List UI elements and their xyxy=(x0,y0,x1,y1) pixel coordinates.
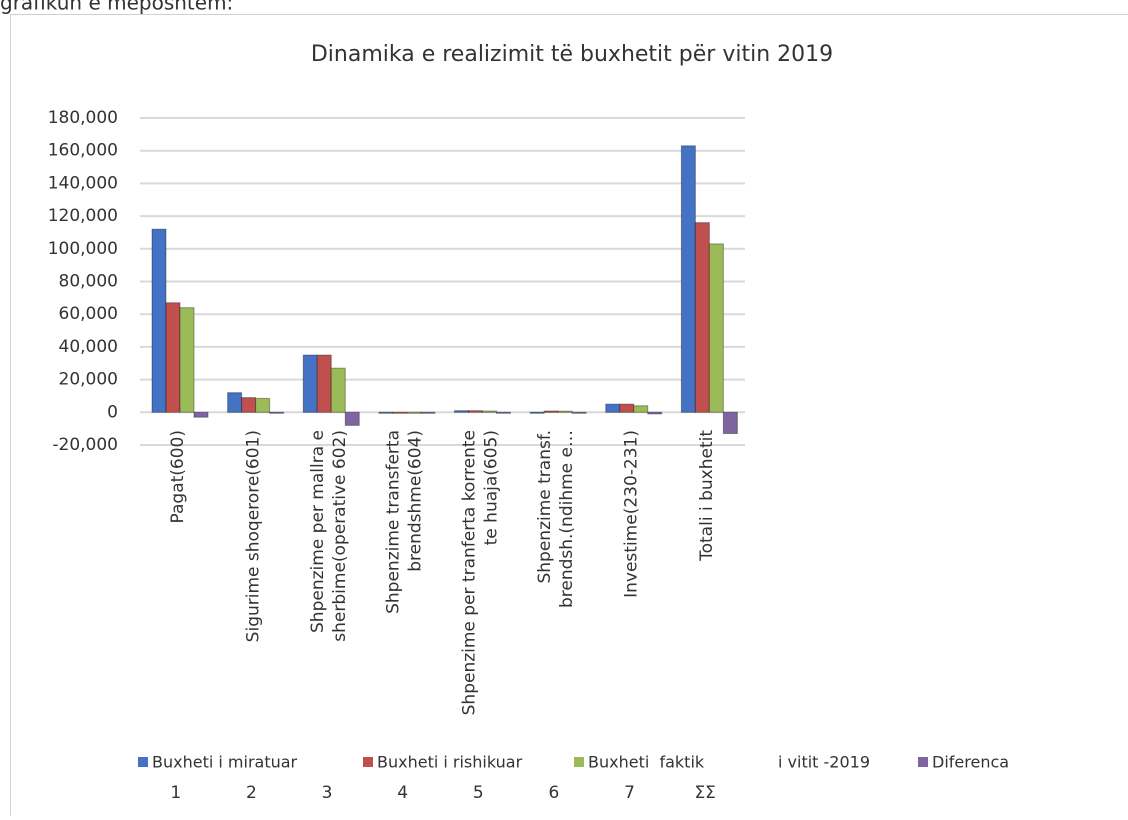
legend-label: Diferenca xyxy=(932,753,1009,772)
legend-number: ΣΣ xyxy=(694,783,715,803)
bar xyxy=(256,398,270,412)
bar xyxy=(166,303,180,413)
bar xyxy=(242,398,256,413)
bar xyxy=(620,404,634,412)
bar xyxy=(455,411,469,413)
chart-frame xyxy=(11,15,1128,817)
y-tick-label: 120,000 xyxy=(48,206,118,226)
y-tick-label: 0 xyxy=(107,402,118,422)
x-tick-label: Investime(230-231) xyxy=(622,430,642,598)
legend-number: 1 xyxy=(170,783,181,803)
bar xyxy=(723,412,737,433)
x-tick-label: Totali i buxhetit xyxy=(697,430,717,562)
bar xyxy=(544,411,558,412)
bar xyxy=(180,308,194,413)
bar xyxy=(393,412,407,413)
legend-label: Buxheti faktik xyxy=(588,753,705,772)
y-tick-label: 20,000 xyxy=(59,370,118,390)
legend-marker xyxy=(918,757,928,767)
bar xyxy=(558,411,572,412)
legend-number: 2 xyxy=(246,783,257,803)
legend-label: Buxheti i miratuar xyxy=(152,753,298,772)
x-tick-label: Shpenzime per tranferta korrente xyxy=(459,430,479,715)
legend-number: 4 xyxy=(397,783,408,803)
x-tick-label: Shpenzime transferta xyxy=(384,430,404,614)
chart-title: Dinamika e realizimit të buxhetit për vi… xyxy=(311,42,833,67)
legend-number: 3 xyxy=(322,783,333,803)
bar xyxy=(379,412,393,413)
bar xyxy=(345,412,359,425)
legend-marker xyxy=(574,757,584,767)
bar xyxy=(194,412,208,417)
x-tick-label: te huaja(605) xyxy=(481,430,501,545)
legend-number: 6 xyxy=(549,783,560,803)
bar xyxy=(709,244,723,412)
bar xyxy=(695,223,709,413)
x-tick-label: brendsh.(ndihme e… xyxy=(557,430,577,608)
y-tick-label: 40,000 xyxy=(59,337,118,357)
x-tick-label: Shpenzime transf. xyxy=(535,430,555,584)
legend-number: 7 xyxy=(624,783,635,803)
y-tick-label: 140,000 xyxy=(48,173,118,193)
bar xyxy=(331,368,345,412)
bar xyxy=(634,406,648,413)
bar xyxy=(572,412,586,413)
bar xyxy=(483,411,497,412)
legend-extra: i vitit -2019 xyxy=(778,753,870,772)
bar xyxy=(270,412,284,413)
y-tick-label: 160,000 xyxy=(48,141,118,161)
x-tick-label: Pagat(600) xyxy=(168,430,188,524)
bar xyxy=(407,412,421,413)
y-tick-label: 180,000 xyxy=(48,108,118,128)
bar xyxy=(421,412,435,413)
y-tick-label: 100,000 xyxy=(48,239,118,259)
legend-number: 5 xyxy=(473,783,484,803)
bar xyxy=(530,412,544,413)
bar xyxy=(317,355,331,412)
y-tick-label: 60,000 xyxy=(59,304,118,324)
y-tick-label: -20,000 xyxy=(52,435,118,455)
legend-label: Buxheti i rishikuar xyxy=(377,753,523,772)
bar xyxy=(606,404,620,412)
caption-fragment: grafikun e mëposhtëm: xyxy=(0,0,233,15)
bar xyxy=(469,411,483,413)
x-tick-label: Sigurime shoqerore(601) xyxy=(243,430,263,642)
bar xyxy=(303,355,317,412)
bar xyxy=(497,412,511,413)
bar xyxy=(681,146,695,413)
legend-marker xyxy=(363,757,373,767)
x-tick-label: sherbime(operative 602) xyxy=(330,430,350,642)
bar xyxy=(228,393,242,413)
y-tick-label: 80,000 xyxy=(59,272,118,292)
x-tick-label: brendshme(604) xyxy=(406,430,426,572)
bar xyxy=(152,229,166,412)
x-tick-label: Shpenzime per mallra e xyxy=(308,430,328,633)
bar xyxy=(648,412,662,414)
legend-marker xyxy=(138,757,148,767)
